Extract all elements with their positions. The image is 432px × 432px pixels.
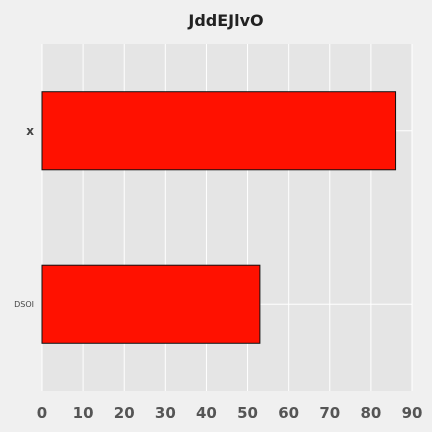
bars	[41, 91, 397, 344]
bar-0	[41, 91, 397, 171]
x-tick-label-5: 50	[237, 404, 258, 422]
x-tick-label-2: 20	[114, 404, 135, 422]
x-tick-label-9: 90	[402, 404, 423, 422]
x-tick-label-6: 60	[278, 404, 299, 422]
y-tick-labels: x DSOI	[14, 124, 34, 309]
y-tick-label-1: DSOI	[14, 300, 34, 309]
x-tick-label-8: 80	[360, 404, 381, 422]
x-tick-label-3: 30	[155, 404, 176, 422]
bar-1	[41, 264, 261, 344]
x-tick-label-1: 10	[73, 404, 94, 422]
x-tick-label-4: 40	[196, 404, 217, 422]
y-tick-label-0: x	[26, 124, 34, 138]
x-tick-label-0: 0	[37, 404, 47, 422]
x-tick-labels: 0 10 20 30 40 50 60 70 80 90	[37, 404, 423, 422]
x-tick-label-7: 70	[319, 404, 340, 422]
chart-title: JddEJlvO	[187, 11, 263, 30]
